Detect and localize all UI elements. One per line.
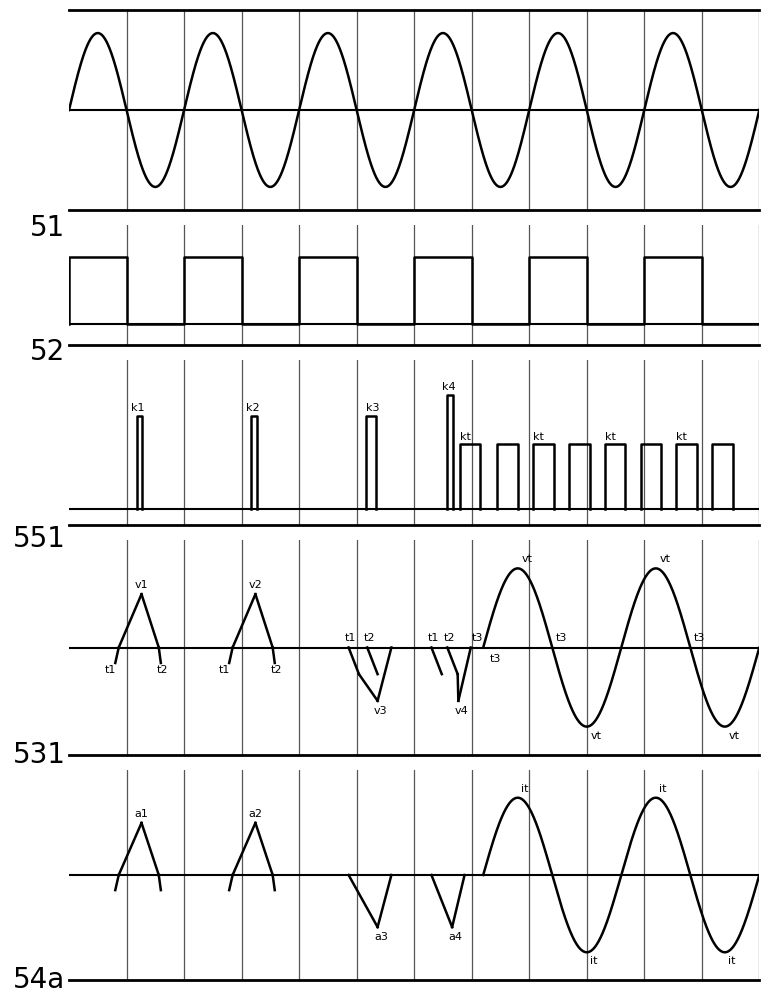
Text: t3: t3: [472, 633, 483, 643]
Text: v2: v2: [249, 580, 262, 590]
Text: v4: v4: [455, 706, 469, 716]
Text: t1: t1: [345, 633, 357, 643]
Text: t2: t2: [444, 633, 456, 643]
Text: k3: k3: [366, 403, 380, 413]
Text: it: it: [591, 956, 597, 966]
Text: t3: t3: [490, 654, 502, 664]
Text: t1: t1: [105, 665, 116, 675]
Text: t2: t2: [364, 633, 375, 643]
Text: kt: kt: [533, 432, 544, 442]
Text: vt: vt: [729, 731, 739, 741]
Text: it: it: [659, 784, 667, 794]
Text: kt: kt: [676, 432, 687, 442]
Text: k4: k4: [442, 382, 456, 392]
Text: 51: 51: [31, 214, 66, 242]
Text: 54a: 54a: [13, 966, 66, 994]
Text: k2: k2: [245, 403, 259, 413]
Text: t1: t1: [428, 633, 439, 643]
Text: 531: 531: [12, 741, 66, 769]
Text: t3: t3: [555, 633, 567, 643]
Text: 551: 551: [13, 525, 66, 553]
Text: 52: 52: [31, 338, 66, 366]
Text: t3: t3: [693, 633, 705, 643]
Text: t1: t1: [219, 665, 230, 675]
Text: a3: a3: [374, 932, 388, 942]
Text: k1: k1: [131, 403, 145, 413]
Text: vt: vt: [522, 554, 532, 564]
Text: kt: kt: [459, 432, 471, 442]
Text: vt: vt: [591, 731, 601, 741]
Text: t2: t2: [156, 665, 168, 675]
Text: it: it: [729, 956, 736, 966]
Text: a1: a1: [135, 809, 149, 819]
Text: v3: v3: [374, 706, 388, 716]
Text: it: it: [522, 784, 528, 794]
Text: kt: kt: [604, 432, 616, 442]
Text: a2: a2: [249, 809, 262, 819]
Text: v1: v1: [135, 580, 148, 590]
Text: t2: t2: [271, 665, 281, 675]
Text: vt: vt: [659, 554, 670, 564]
Text: a4: a4: [449, 932, 463, 942]
